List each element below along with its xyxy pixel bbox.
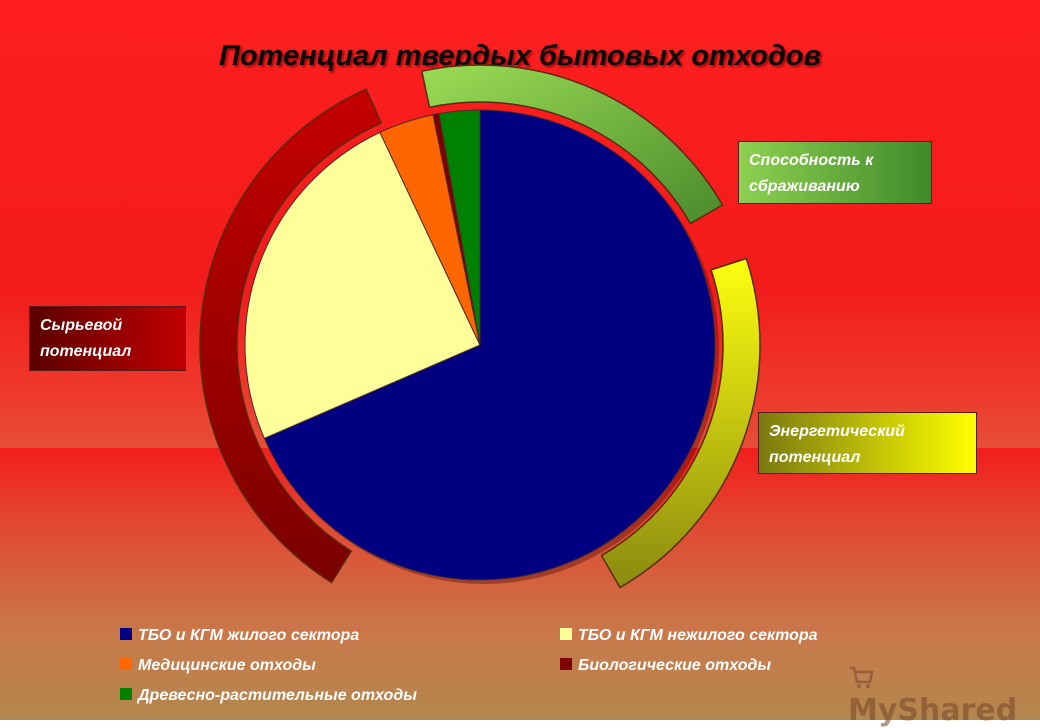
pie-slice-4 [438,109,481,346]
legend-item: ТБО и КГМ нежилого сектора [560,627,818,645]
pie-slice-0 [263,109,716,581]
legend-label: Древесно-растительные отходы [138,687,417,704]
chart-title: Потенциал твердых бытовых отходов [218,40,822,72]
legend-swatch [560,657,572,670]
ring-energy [600,257,761,589]
callout-energy: Энергетический потенциал [758,412,977,474]
legend-swatch [560,627,572,640]
watermark-text: MyShared [848,693,1018,728]
cart-icon [850,666,874,688]
ring-raw-material [199,88,383,584]
legend-swatch [120,627,132,640]
legend-item: Медицинские отходы [120,657,316,675]
legend-item: Биологические отходы [560,657,771,675]
legend-label: ТБО и КГМ нежилого сектора [578,627,818,644]
legend-item: Древесно-растительные отходы [120,687,417,705]
callout-raw-material: Сырьевой потенциал [29,306,186,371]
pie-slice-1 [244,131,481,439]
legend-swatch [120,657,132,670]
legend-item: ТБО и КГМ жилого сектора [120,627,359,645]
legend-label: Медицинские отходы [138,657,316,674]
legend-label: Биологические отходы [578,657,772,674]
callout-fermentation: Способность к сбраживанию [738,141,932,204]
legend-label: ТБО и КГМ жилого сектора [138,627,360,644]
watermark-logo: MyShared [848,658,1017,728]
legend-swatch [120,687,132,700]
ring-fermentation [420,64,724,225]
